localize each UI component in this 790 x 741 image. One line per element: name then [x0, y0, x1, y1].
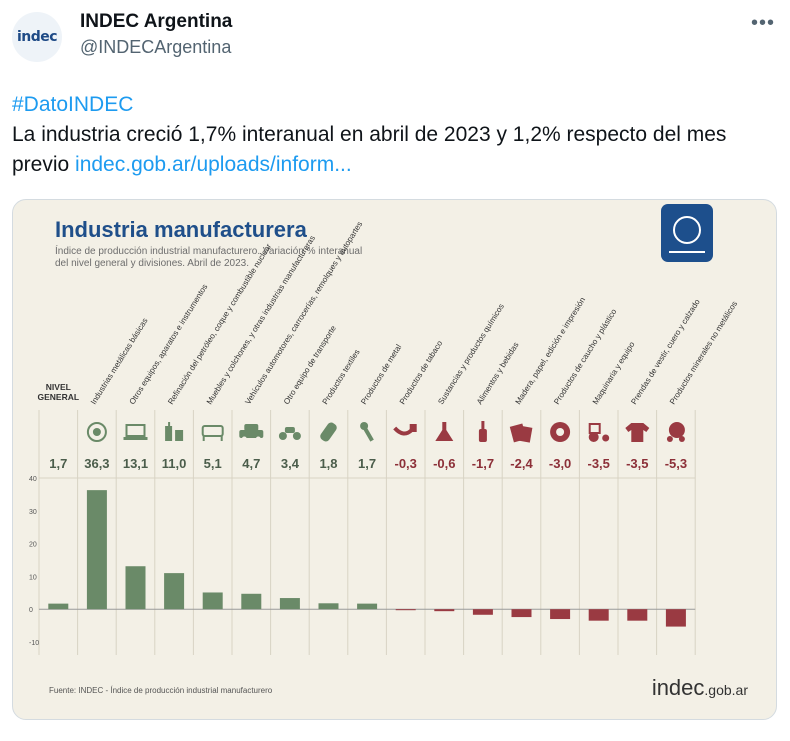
category-label: GENERAL: [38, 392, 80, 402]
value-label: 1,7: [49, 456, 67, 471]
y-tick-label: 20: [29, 542, 37, 549]
value-label: -1,7: [472, 456, 494, 471]
bar: [357, 603, 378, 610]
indec-logo-text: indec.gob.ar: [652, 675, 749, 700]
tweet-text: #DatoINDEC La industria creció 1,7% inte…: [12, 90, 772, 180]
factory-icon: [673, 216, 701, 244]
value-label: -5,3: [665, 456, 687, 471]
bar: [279, 598, 300, 610]
category-label: NIVEL: [46, 382, 71, 392]
y-tick-label: 10: [29, 574, 37, 581]
value-label: 11,0: [162, 456, 187, 471]
tractor-icon: [588, 423, 610, 442]
author-name[interactable]: INDEC Argentina: [80, 11, 233, 32]
chart-source: Fuente: INDEC - Índice de producción ind…: [49, 686, 273, 695]
value-label: 13,1: [123, 456, 148, 471]
category-label: Sustancias y productos químicos: [436, 302, 506, 406]
y-tick-label: 0: [29, 607, 33, 614]
shirt-icon: [625, 423, 650, 442]
bar: [48, 603, 69, 610]
hashtag-link[interactable]: #DatoINDEC: [12, 93, 134, 116]
category-label: Prendas de vestir, cuero y calzado: [629, 297, 702, 406]
bar: [472, 609, 493, 615]
value-label: 36,3: [84, 456, 109, 471]
bar: [588, 609, 609, 621]
category-label: Maquinaria y equipo: [591, 340, 637, 406]
bar: [125, 566, 146, 610]
bar: [318, 603, 339, 610]
flask-icon: [435, 422, 454, 441]
value-label: 3,4: [281, 456, 300, 471]
category-label: Productos de metal: [359, 343, 403, 406]
bar: [511, 609, 532, 618]
tweet-link[interactable]: indec.gob.ar/uploads/inform...: [75, 153, 352, 176]
category-label: Productos de tabaco: [398, 339, 445, 406]
laptop-icon: [123, 424, 148, 440]
bar: [665, 609, 686, 627]
chart-canvas: Industria manufacturera Índice de producc…: [29, 204, 749, 700]
indec-badge: [661, 204, 713, 262]
value-label: -3,0: [549, 456, 571, 471]
bar: [434, 609, 455, 612]
value-label: -2,4: [510, 456, 533, 471]
bar: [241, 593, 262, 610]
thread-spool-icon: [320, 422, 337, 442]
motorcycle-icon: [278, 427, 301, 440]
value-label: 4,7: [242, 456, 260, 471]
bar: [550, 609, 571, 620]
bottle-icon: [478, 421, 487, 442]
y-tick-label: 30: [29, 509, 37, 516]
y-tick-label: -10: [29, 640, 39, 647]
value-label: -3,5: [626, 456, 648, 471]
chart-image[interactable]: Industria manufacturera Índice de producc…: [12, 199, 777, 720]
sofa-icon: [201, 425, 224, 441]
category-label: Madera, papel, edición e impresión: [514, 296, 588, 406]
category-label: Productos minerales no metálicos: [668, 299, 739, 406]
tweet-body: La industria creció 1,7% interanual en a…: [12, 123, 727, 176]
value-label: 5,1: [204, 456, 222, 471]
bar: [395, 609, 416, 611]
value-label: 1,7: [358, 456, 376, 471]
value-label: -0,6: [433, 456, 455, 471]
chart-title: Industria manufacturera: [55, 217, 308, 242]
refinery-icon: [165, 422, 184, 441]
pipe-icon: [393, 424, 417, 436]
category-label: Alimentos y bebidas: [475, 341, 521, 406]
category-label: Otros equipos, aparatos e instrumentos: [128, 282, 210, 406]
avatar[interactable]: indec: [12, 12, 62, 62]
paper-icon: [509, 423, 533, 443]
wrench-icon: [360, 422, 374, 442]
chart-subtitle-line: Índice de producción industrial manufact…: [55, 244, 362, 257]
bar: [202, 592, 223, 610]
car-icon: [239, 424, 264, 442]
category-label: Productos textiles: [321, 348, 362, 406]
author-handle[interactable]: @INDECArgentina: [80, 37, 232, 57]
cement-mixer-icon: [666, 422, 685, 442]
helmet-icon: [86, 422, 107, 442]
tire-icon: [550, 422, 571, 442]
y-tick-label: 40: [29, 476, 37, 483]
bar: [86, 490, 107, 610]
chart-subtitle-line: del nivel general y divisiones. Abril de…: [55, 258, 249, 269]
avatar-text: indec: [16, 29, 58, 45]
value-label: 1,8: [319, 456, 337, 471]
value-label: -0,3: [394, 456, 416, 471]
value-label: -3,5: [587, 456, 609, 471]
bar: [627, 609, 648, 621]
more-horizontal-icon[interactable]: •••: [750, 11, 775, 34]
bar: [164, 573, 185, 610]
